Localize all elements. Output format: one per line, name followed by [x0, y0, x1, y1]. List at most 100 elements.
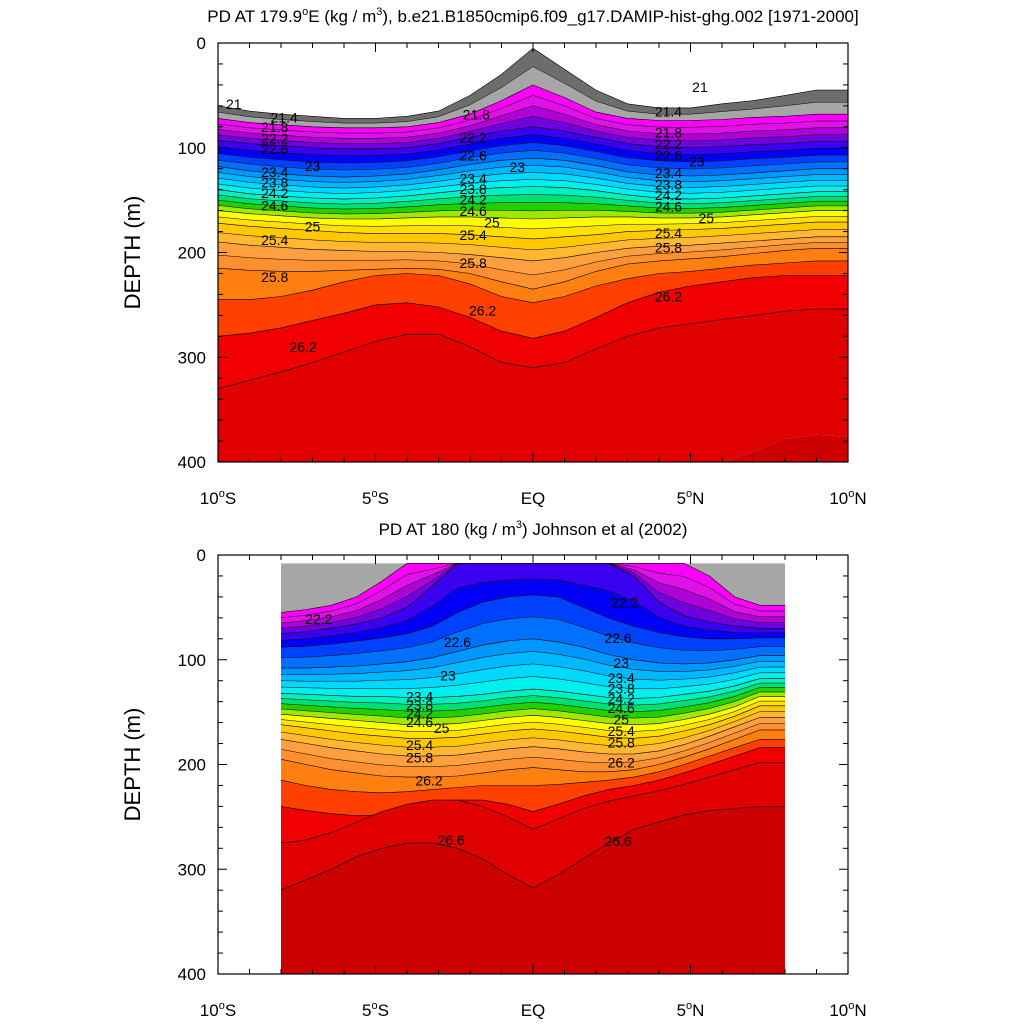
y-axis-label: DEPTH (m)	[120, 708, 145, 822]
contour-label: 22.2	[460, 130, 487, 146]
contour-line	[280, 616, 785, 658]
density-band	[281, 579, 785, 648]
density-band	[218, 158, 848, 183]
x-tick-label: EQ	[521, 1001, 546, 1020]
contour-line	[218, 308, 848, 389]
contour-label: 23.8	[460, 181, 487, 197]
contour-label: 22.2	[611, 594, 638, 610]
contour-label: 25	[305, 219, 321, 235]
density-band	[218, 242, 848, 290]
density-band	[218, 142, 848, 170]
contour-label: 25.8	[608, 735, 635, 751]
contour-line	[280, 700, 785, 732]
x-tick-label: 10oS	[200, 1000, 236, 1020]
contour-label: 22.6	[460, 147, 487, 163]
contour-line	[218, 142, 848, 164]
contour-label: 22.6	[444, 634, 471, 650]
density-band	[218, 205, 848, 219]
contour-label: 22.6	[261, 141, 288, 157]
contour-line	[280, 672, 785, 690]
density-band	[218, 222, 848, 250]
contour-line	[218, 116, 848, 144]
contour-line	[218, 216, 848, 230]
density-band	[281, 762, 785, 891]
density-band	[281, 651, 785, 682]
contour-label: 25	[613, 712, 629, 728]
contour-label: 23.8	[608, 680, 635, 696]
contour-label: 25.8	[460, 255, 487, 271]
contour-line	[218, 179, 848, 194]
y-tick-label: 400	[178, 453, 206, 472]
contour-label: 23.4	[261, 164, 288, 180]
contour-label: 21	[226, 96, 242, 112]
contour-label: 26.2	[608, 755, 635, 771]
contour-label: 26.2	[655, 289, 682, 305]
density-band	[218, 275, 848, 389]
contour-label: 26.2	[289, 339, 316, 355]
contour-label: 24.6	[655, 199, 682, 215]
contour-label: 23	[689, 154, 705, 170]
contour-line	[280, 717, 785, 757]
contour-label: 23.4	[406, 689, 433, 705]
density-band	[218, 84, 848, 134]
contour-line	[280, 747, 785, 817]
contour-label: 25	[698, 210, 714, 226]
density-band	[281, 678, 785, 706]
contour-label: 25.4	[261, 232, 288, 248]
contour-line	[218, 210, 848, 220]
contour-label: 23	[509, 159, 525, 175]
y-tick-label: 100	[178, 139, 206, 158]
chart-title: PD AT 180 (kg / m3) Johnson et al (2002)	[379, 519, 688, 539]
x-tick-label: 5oN	[677, 1000, 705, 1020]
contour-line	[281, 638, 785, 669]
density-band	[218, 216, 848, 239]
contour-label: 22.2	[305, 611, 332, 627]
density-band	[218, 66, 848, 128]
x-tick-label: 10oN	[829, 488, 866, 508]
contour-label: 24.6	[406, 714, 433, 730]
contour-line	[280, 691, 785, 719]
x-tick-label: 10oN	[829, 1000, 866, 1020]
y-tick-label: 400	[178, 965, 206, 984]
contour-line	[218, 205, 848, 215]
contour-field: 2121.421.822.222.62323.423.824.224.62525…	[218, 43, 848, 462]
contour-label: 24.2	[608, 691, 635, 707]
contour-label: 21.8	[655, 124, 682, 140]
density-band	[218, 248, 848, 303]
x-tick-label: 5oS	[362, 488, 389, 508]
contour-label: 24.6	[460, 203, 487, 219]
x-tick-label: EQ	[521, 489, 546, 508]
contour-line	[218, 134, 848, 157]
contour-line	[280, 651, 785, 675]
density-band	[281, 711, 785, 757]
contour-label: 25.4	[406, 737, 433, 753]
contour-label: 23.8	[261, 175, 288, 191]
density-band	[281, 806, 785, 974]
contour-line	[218, 236, 848, 262]
density-band	[218, 179, 848, 200]
contour-line	[218, 248, 848, 290]
density-band	[218, 260, 848, 339]
y-tick-label: 0	[197, 546, 206, 565]
density-band	[281, 563, 785, 629]
band-surface	[281, 563, 785, 613]
y-tick-label: 200	[178, 244, 206, 263]
density-band	[281, 723, 785, 778]
density-band	[281, 747, 785, 844]
density-band	[281, 705, 785, 748]
contour-line	[218, 126, 848, 150]
contour-label: 23.4	[608, 670, 635, 686]
contour-line	[280, 739, 785, 794]
contour-line	[218, 229, 848, 251]
x-tick-label: 5oS	[362, 1000, 389, 1020]
contour-label: 21.8	[261, 119, 288, 135]
contour-label: 21.4	[271, 110, 298, 126]
density-band	[218, 95, 848, 139]
y-axis-label: DEPTH (m)	[120, 196, 145, 310]
contour-label: 24.2	[460, 191, 487, 207]
contour-line	[218, 150, 848, 171]
y-tick-label: 300	[178, 348, 206, 367]
y-tick-label: 200	[178, 756, 206, 775]
